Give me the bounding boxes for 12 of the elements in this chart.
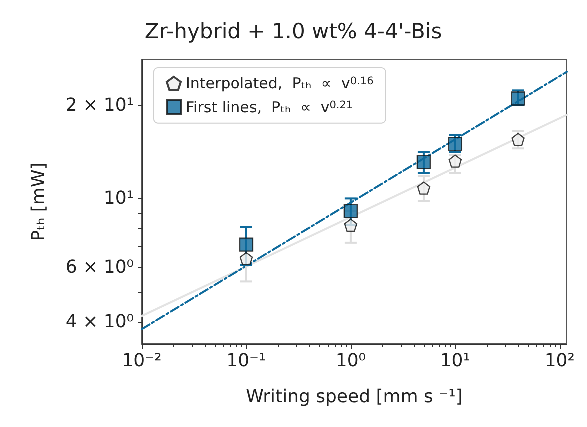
chart-title: Zr-hybrid + 1.0 wt% 4-4'-Bis bbox=[144, 20, 442, 44]
x-axis-title: Writing speed [mm s ⁻¹] bbox=[246, 386, 463, 408]
y-tick-label: 2 × 10¹ bbox=[66, 94, 134, 116]
x-tick-label: 10² bbox=[544, 350, 575, 372]
x-tick-label: 10⁻¹ bbox=[226, 350, 266, 372]
y-tick-label: 6 × 10⁰ bbox=[66, 256, 134, 278]
y-tick-label: 4 × 10⁰ bbox=[66, 312, 134, 333]
x-tick-label: 10¹ bbox=[440, 350, 470, 372]
y-axis-title: Pₜₕ [mW] bbox=[28, 162, 50, 242]
x-tick-label: 10⁻² bbox=[122, 350, 162, 372]
y-tick-label: 10¹ bbox=[104, 188, 134, 210]
x-tick-label: 10⁰ bbox=[336, 350, 366, 372]
